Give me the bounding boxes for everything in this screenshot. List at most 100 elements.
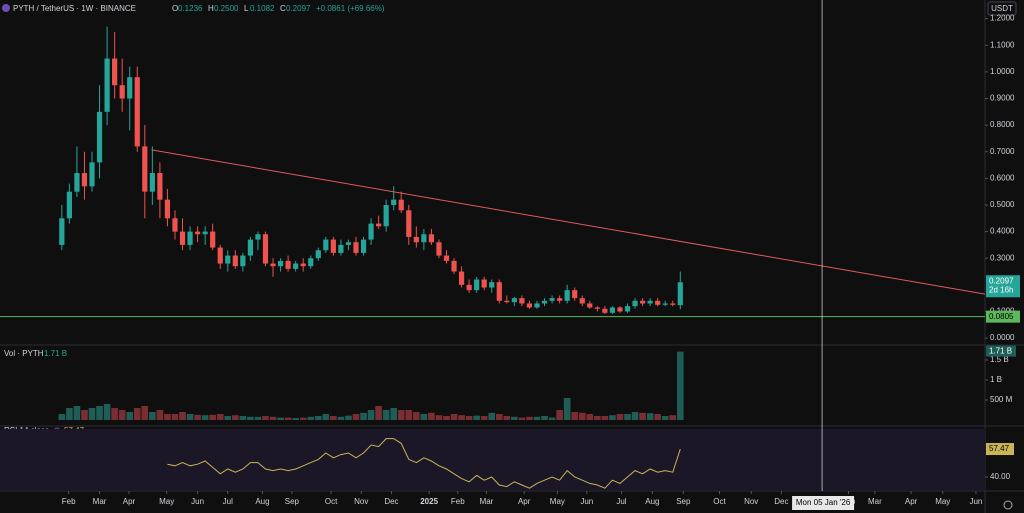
candle-body: [443, 255, 450, 261]
ohlc-key: O: [172, 4, 178, 13]
candle-body: [617, 307, 623, 312]
volume-bar: [149, 412, 156, 420]
volume-bar: [405, 410, 413, 420]
y-tick-label: 1 B: [990, 375, 1002, 384]
volume-bar: [292, 418, 299, 420]
volume-bar: [450, 414, 458, 420]
candle-body: [66, 191, 72, 219]
candle-body: [187, 231, 193, 245]
crosshair-label: Mon 05 Jan '26: [796, 498, 851, 507]
volume-bar: [518, 417, 526, 420]
candle-body: [677, 282, 683, 306]
candle-body: [451, 260, 457, 272]
x-tick-label: Jun: [191, 497, 204, 506]
support-label: 0.0805: [989, 312, 1014, 321]
candle-body: [526, 303, 533, 308]
candle-body: [345, 242, 352, 245]
x-tick-label: Sep: [285, 497, 300, 506]
candle-body: [504, 300, 510, 303]
volume-bar: [541, 416, 548, 420]
candle-body: [323, 239, 329, 251]
y-tick-label: 1.2000: [990, 14, 1015, 23]
volume-bar: [443, 416, 450, 420]
symbol-icon: [2, 4, 10, 12]
currency[interactable]: USDT: [991, 4, 1013, 13]
y-tick-label: 0.9000: [990, 94, 1015, 103]
volume-bar: [676, 351, 684, 420]
candle-body: [655, 300, 661, 305]
volume-bar: [239, 416, 247, 420]
x-tick-label: Apr: [905, 497, 918, 506]
volume-bar: [216, 414, 224, 420]
candle-body: [157, 173, 163, 200]
candle-body: [217, 247, 223, 264]
currency-button[interactable]: [987, 1, 1017, 16]
candle-body: [413, 236, 419, 243]
volume-bar: [322, 414, 330, 420]
candle-body: [481, 279, 487, 288]
volume-bar: [111, 408, 118, 420]
candle-body: [609, 307, 616, 313]
x-tick-label: Jun: [580, 497, 593, 506]
candle-body: [134, 77, 140, 147]
volume-bar: [171, 414, 179, 420]
volume-bar: [156, 410, 164, 420]
candle-body: [602, 308, 608, 313]
volume-bar: [118, 410, 126, 420]
candle-body: [225, 255, 231, 264]
x-tick-label: May: [935, 497, 950, 506]
candle-body: [489, 282, 495, 288]
candle-body: [670, 303, 676, 305]
x-tick-label: Jul: [223, 497, 233, 506]
settings-button[interactable]: [1003, 500, 1013, 510]
volume-bar: [307, 416, 315, 420]
volume-label-box: [986, 345, 1016, 357]
y-tick-label: 500 M: [990, 395, 1013, 404]
y-tick-label: 40.00: [990, 472, 1011, 481]
volume-bar: [473, 415, 480, 420]
candle-body: [300, 263, 306, 267]
rsi-axis-label: 57.47: [989, 444, 1010, 453]
x-tick-label: Jul: [616, 497, 626, 506]
volume-bar: [201, 415, 209, 420]
volume-bar: [96, 406, 103, 420]
ohlc-value: 0.2097: [286, 4, 311, 13]
rsi-band: [0, 428, 985, 490]
candle-body: [119, 85, 125, 99]
volume-bar: [232, 415, 239, 420]
volume-bar: [58, 414, 66, 420]
volume-bar: [465, 416, 473, 420]
volume-bar: [578, 412, 586, 420]
volume-bar: [262, 416, 269, 420]
candle-body: [466, 284, 472, 291]
candle-body: [587, 303, 593, 308]
y-tick-label: 0.4000: [990, 227, 1015, 236]
volume-bar: [495, 414, 503, 420]
candle-body: [338, 244, 344, 253]
volume-bar: [563, 398, 571, 420]
candle-body: [594, 307, 600, 309]
volume-title: Vol · PYTH: [4, 349, 44, 358]
volume-bar: [186, 414, 194, 420]
candle-body: [330, 239, 336, 253]
volume-bar: [390, 408, 397, 420]
x-tick-label: Nov: [354, 497, 368, 506]
x-tick-label: Apr: [518, 497, 531, 506]
candle-body: [647, 300, 653, 304]
candle-body: [81, 173, 88, 187]
volume-bar: [133, 408, 141, 420]
x-tick-label: Nov: [744, 497, 758, 506]
volume-bar: [247, 416, 254, 420]
rsi-label-box: [986, 443, 1014, 456]
y-tick-label: 0.6000: [990, 173, 1015, 182]
candle-body: [391, 199, 397, 205]
candle-body: [564, 290, 570, 301]
candle-body: [428, 234, 435, 243]
x-tick-label: Oct: [713, 497, 726, 506]
volume-bar: [609, 415, 616, 420]
candle-body: [368, 223, 374, 240]
x-tick-label: Aug: [255, 497, 269, 506]
volume-bar: [458, 415, 465, 420]
